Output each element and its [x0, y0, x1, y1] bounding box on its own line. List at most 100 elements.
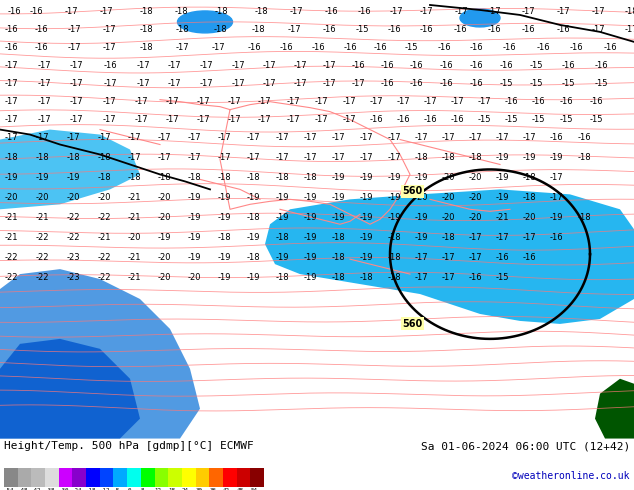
Text: -17: -17	[455, 7, 469, 17]
Text: -17: -17	[176, 43, 190, 52]
Text: 30: 30	[195, 489, 203, 490]
Bar	[223, 468, 236, 488]
Text: -21: -21	[128, 272, 141, 282]
Text: -18: -18	[98, 153, 112, 162]
Text: -17: -17	[36, 133, 49, 142]
Text: -17: -17	[294, 61, 307, 70]
Text: -18: -18	[255, 7, 269, 17]
Text: -17: -17	[287, 97, 301, 106]
Text: -19: -19	[188, 213, 202, 222]
Text: -17: -17	[135, 115, 148, 124]
Text: -19: -19	[188, 233, 202, 242]
Text: -42: -42	[31, 489, 42, 490]
Text: -18: -18	[176, 25, 190, 34]
Text: -16: -16	[522, 25, 536, 34]
Text: -22: -22	[5, 272, 18, 282]
Text: -30: -30	[59, 489, 69, 490]
Text: -20: -20	[98, 193, 112, 202]
Text: -17: -17	[442, 133, 456, 142]
Text: -17: -17	[103, 97, 117, 106]
Text: -15: -15	[560, 115, 574, 124]
Text: -38: -38	[45, 489, 56, 490]
Bar	[236, 468, 250, 488]
Text: -16: -16	[503, 43, 517, 52]
Text: -21: -21	[128, 193, 141, 202]
Text: -16: -16	[532, 97, 546, 106]
Bar	[168, 468, 182, 488]
Bar	[59, 468, 72, 488]
Text: -16: -16	[557, 25, 571, 34]
Bar	[113, 468, 127, 488]
Text: -18: -18	[215, 7, 229, 17]
Text: -19: -19	[304, 233, 318, 242]
Text: -18: -18	[140, 7, 153, 17]
Text: -17: -17	[388, 133, 401, 142]
Text: -17: -17	[247, 153, 261, 162]
Text: -16: -16	[470, 61, 484, 70]
Text: -17: -17	[287, 115, 301, 124]
Text: -21: -21	[496, 213, 510, 222]
Text: -22: -22	[36, 233, 49, 242]
Text: -18: -18	[276, 173, 290, 182]
Polygon shape	[595, 379, 634, 439]
Text: -19: -19	[523, 153, 536, 162]
Text: -17: -17	[263, 79, 276, 88]
Text: -17: -17	[168, 61, 181, 70]
Polygon shape	[0, 129, 140, 209]
Text: -16: -16	[523, 253, 536, 262]
Text: -17: -17	[188, 153, 202, 162]
Text: -17: -17	[343, 97, 356, 106]
Text: -22: -22	[67, 213, 81, 222]
Text: -16: -16	[560, 97, 574, 106]
Text: -16: -16	[454, 25, 468, 34]
Text: -20: -20	[469, 193, 482, 202]
Text: -18: -18	[5, 153, 18, 162]
Text: -19: -19	[496, 193, 510, 202]
Text: -16: -16	[562, 61, 576, 70]
Text: -16: -16	[358, 7, 372, 17]
Text: -18: -18	[140, 43, 153, 52]
Text: -18: -18	[158, 173, 172, 182]
Text: -17: -17	[200, 79, 214, 88]
Text: -16: -16	[104, 61, 118, 70]
Text: -17: -17	[332, 133, 346, 142]
Text: -12: -12	[100, 489, 110, 490]
Text: 48: 48	[236, 489, 243, 490]
Text: -19: -19	[276, 213, 290, 222]
Text: -16: -16	[578, 133, 592, 142]
Text: -20: -20	[5, 193, 18, 202]
Text: -17: -17	[197, 97, 210, 106]
Bar	[209, 468, 223, 488]
Text: -20: -20	[469, 213, 482, 222]
Text: -16: -16	[35, 25, 49, 34]
Text: -18: -18	[247, 173, 261, 182]
Text: -19: -19	[496, 173, 510, 182]
Text: -16: -16	[505, 97, 519, 106]
Text: -17: -17	[332, 153, 346, 162]
Text: -17: -17	[522, 7, 536, 17]
Text: -15: -15	[562, 79, 576, 88]
Text: -16: -16	[438, 43, 451, 52]
Text: -17: -17	[104, 79, 118, 88]
Text: -17: -17	[98, 133, 112, 142]
Text: -18: -18	[332, 233, 346, 242]
Text: -19: -19	[158, 233, 172, 242]
Text: -21: -21	[5, 233, 18, 242]
Bar	[72, 468, 86, 488]
Text: -22: -22	[67, 233, 81, 242]
Text: -19: -19	[5, 173, 18, 182]
Text: -19: -19	[496, 153, 510, 162]
Text: -18: -18	[276, 233, 290, 242]
Text: 12: 12	[155, 489, 162, 490]
Text: -17: -17	[232, 79, 245, 88]
Text: -17: -17	[228, 97, 242, 106]
Text: -16: -16	[352, 61, 366, 70]
Text: -16: -16	[323, 25, 337, 34]
Text: -23: -23	[67, 253, 81, 262]
Text: -17: -17	[469, 253, 482, 262]
Text: -22: -22	[98, 272, 112, 282]
Text: -17: -17	[5, 61, 18, 70]
Text: -17: -17	[68, 25, 82, 34]
Text: -19: -19	[415, 173, 429, 182]
Text: -17: -17	[137, 61, 151, 70]
